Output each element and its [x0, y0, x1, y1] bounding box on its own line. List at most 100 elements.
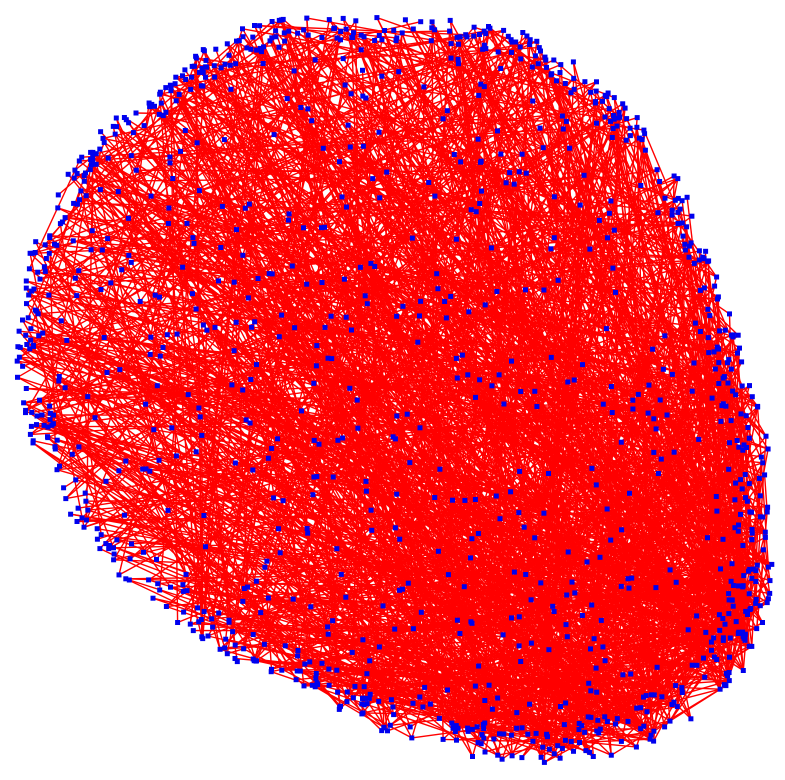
graph-edge	[343, 278, 473, 540]
graph-node	[465, 728, 471, 734]
graph-node	[680, 233, 686, 239]
graph-node	[736, 629, 742, 635]
graph-node	[743, 608, 749, 614]
graph-node	[112, 131, 118, 137]
graph-node	[278, 17, 284, 23]
graph-edge	[456, 37, 668, 416]
graph-edge	[195, 451, 622, 742]
graph-node	[755, 404, 761, 410]
graph-edge	[288, 30, 567, 123]
graph-node	[499, 756, 505, 762]
graph-node	[174, 331, 180, 337]
graph-node	[379, 37, 385, 43]
graph-node	[305, 106, 311, 112]
graph-node	[154, 383, 160, 389]
graph-edge	[196, 57, 455, 156]
graph-node	[29, 409, 35, 415]
graph-node	[193, 306, 199, 312]
graph-node	[727, 440, 732, 446]
graph-node	[147, 351, 153, 357]
graph-node	[602, 714, 608, 720]
graph-node	[541, 510, 547, 516]
graph-node	[435, 286, 441, 292]
graph-node	[268, 669, 274, 675]
graph-node	[551, 609, 557, 614]
graph-node	[434, 271, 440, 277]
graph-edge	[412, 28, 764, 623]
graph-node	[749, 527, 755, 532]
graph-node	[313, 671, 319, 676]
graph-node	[697, 287, 703, 293]
graph-node	[711, 654, 717, 660]
graph-node	[330, 618, 336, 624]
graph-edge	[131, 500, 748, 545]
graph-node	[358, 32, 364, 38]
graph-node	[448, 41, 454, 47]
graph-node	[630, 406, 636, 412]
graph-node	[265, 455, 271, 461]
graph-node	[366, 695, 372, 701]
graph-edge	[149, 470, 457, 741]
graph-edge	[445, 317, 671, 722]
graph-edge	[154, 20, 357, 296]
graph-node	[298, 105, 304, 110]
graph-node	[523, 287, 528, 293]
graph-edge	[166, 93, 352, 336]
graph-node	[295, 653, 301, 659]
graph-edge	[80, 190, 102, 290]
graph-edge	[526, 35, 581, 743]
graph-node	[491, 736, 497, 742]
graph-edge	[307, 532, 520, 618]
graph-node	[163, 85, 169, 91]
graph-node	[608, 118, 613, 124]
graph-node	[190, 628, 196, 634]
graph-edge	[579, 738, 651, 744]
graph-edge	[394, 585, 744, 630]
graph-node	[475, 136, 481, 142]
graph-node	[418, 609, 424, 615]
graph-node	[87, 167, 93, 173]
graph-node	[250, 656, 256, 662]
graph-node	[334, 667, 340, 673]
graph-node	[99, 247, 105, 253]
graph-edge	[640, 150, 647, 186]
graph-node	[488, 245, 494, 251]
graph-node	[349, 35, 355, 40]
graph-node	[117, 367, 123, 373]
graph-node	[474, 724, 480, 730]
graph-node	[498, 151, 504, 157]
graph-node	[611, 113, 616, 118]
graph-node	[454, 34, 460, 40]
graph-node	[588, 89, 594, 95]
graph-edge	[35, 241, 187, 575]
graph-node	[347, 144, 353, 150]
graph-node	[26, 266, 32, 272]
graph-edge	[23, 305, 404, 404]
graph-node	[197, 414, 203, 420]
graph-edge	[36, 310, 545, 514]
graph-node	[85, 394, 91, 400]
graph-node	[733, 480, 739, 486]
graph-node	[608, 198, 614, 204]
graph-node	[351, 30, 356, 36]
graph-node	[588, 714, 594, 720]
graph-node	[267, 38, 273, 44]
graph-node	[397, 587, 402, 593]
graph-node	[516, 643, 522, 649]
graph-edge	[653, 685, 727, 732]
graph-edge	[323, 226, 744, 671]
graph-node	[561, 722, 567, 728]
graph-node	[415, 339, 421, 345]
graph-edge	[47, 437, 319, 686]
graph-node	[604, 506, 610, 512]
graph-edge	[294, 327, 398, 417]
graph-node	[675, 221, 681, 226]
graph-node	[743, 413, 749, 419]
graph-edge	[646, 703, 673, 713]
graph-node	[620, 101, 626, 107]
graph-node	[557, 70, 563, 75]
graph-node	[183, 571, 189, 577]
graph-node	[509, 358, 514, 364]
graph-node	[454, 375, 460, 381]
graph-node	[530, 98, 536, 104]
